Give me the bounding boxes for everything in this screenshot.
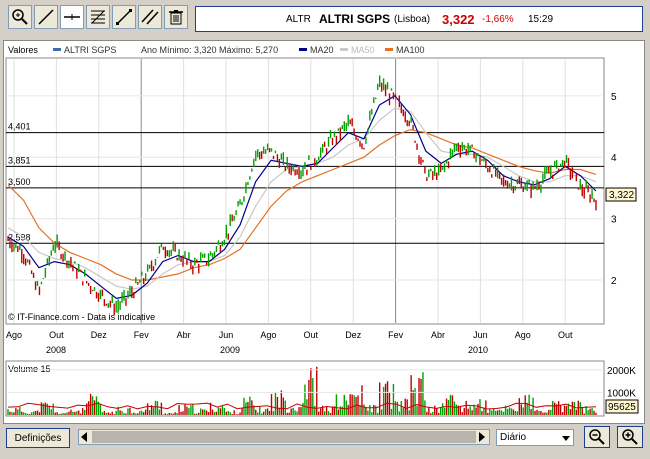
y-tick-label: 2 bbox=[611, 276, 617, 287]
volume-panel bbox=[5, 360, 605, 417]
line-tool-button[interactable] bbox=[34, 5, 58, 29]
period-select[interactable]: Diário bbox=[496, 429, 574, 446]
volume-tick-label: 1000K bbox=[607, 388, 636, 399]
x-tick-label: Jun bbox=[473, 330, 488, 340]
zoom-in-icon bbox=[622, 429, 638, 445]
volume-tick-label: 2000K bbox=[607, 366, 636, 377]
channel-tool-button[interactable] bbox=[138, 5, 162, 29]
trend-tool-button[interactable] bbox=[112, 5, 136, 29]
scroll-right-arrow[interactable] bbox=[479, 432, 485, 442]
x-tick-label: Ago bbox=[260, 330, 276, 340]
level-label: 3,851 bbox=[8, 155, 31, 165]
x-tick-label: Dez bbox=[91, 330, 108, 340]
quote-time: 15:29 bbox=[528, 13, 554, 25]
x-tick-label: Abr bbox=[431, 330, 445, 340]
magnifier-icon bbox=[12, 9, 28, 25]
legend-ma100-swatch bbox=[385, 48, 393, 51]
volume-average-line bbox=[7, 402, 597, 410]
legend-range-text: Ano Mínimo: 3,320 Máximo: 5,270 bbox=[141, 45, 278, 55]
zoom-out-button[interactable] bbox=[584, 426, 610, 448]
price-panel bbox=[5, 57, 605, 325]
quote-exchange: (Lisboa) bbox=[394, 13, 431, 25]
horizontal-line-tool-button[interactable] bbox=[60, 5, 84, 29]
x-tick-label: Out bbox=[49, 330, 64, 340]
scrollbar-thumb[interactable] bbox=[92, 431, 476, 443]
year-label: 2008 bbox=[46, 345, 66, 355]
level-label: 2,598 bbox=[8, 232, 31, 242]
watermark: © IT-Finance.com - Data is indicative bbox=[8, 312, 155, 322]
x-tick-label: Out bbox=[558, 330, 573, 340]
ma-line-ma100 bbox=[7, 128, 597, 281]
moving-average-lines bbox=[7, 95, 597, 300]
legend-series-swatch bbox=[53, 48, 61, 51]
last-price-box bbox=[605, 187, 637, 202]
quote-price: 3,322 bbox=[442, 11, 475, 27]
volume-bars bbox=[7, 366, 597, 415]
last-volume-box bbox=[605, 399, 639, 414]
volume-y-axis: 2000K 1000K bbox=[8, 366, 636, 399]
last-price-label: 3,322 bbox=[609, 190, 634, 201]
legend-ma50-swatch bbox=[340, 48, 348, 51]
quote-change: -1,66% bbox=[482, 13, 514, 25]
fibonacci-icon bbox=[91, 10, 105, 24]
legend-ma100: MA100 bbox=[396, 45, 425, 55]
x-tick-label: Fev bbox=[388, 330, 404, 340]
toolbar: ALTR ALTRI SGPS (Lisboa) 3,322 -1,66% 15… bbox=[0, 0, 650, 38]
horizontal-levels: 4,401 3,851 3,500 2,598 bbox=[6, 122, 604, 244]
y-tick-label: 5 bbox=[611, 92, 617, 103]
period-select-value: Diário bbox=[500, 432, 527, 443]
trend-line-icon bbox=[116, 9, 132, 25]
chart-area[interactable]: Valores ALTRI SGPS Ano Mínimo: 3,320 Máx… bbox=[3, 40, 645, 424]
parallel-lines-icon bbox=[141, 9, 159, 25]
last-volume-label: 95625 bbox=[608, 402, 636, 413]
ma-line-ma50 bbox=[7, 107, 597, 290]
level-label: 3,500 bbox=[8, 177, 31, 187]
x-tick-label: Out bbox=[304, 330, 319, 340]
year-label: 2009 bbox=[220, 345, 240, 355]
chart-svg: Valores ALTRI SGPS Ano Mínimo: 3,320 Máx… bbox=[5, 45, 639, 417]
volume-label: Volume 15 bbox=[8, 364, 51, 374]
date-x-axis: Ago Out Dez Fev Abr Jun Ago Out Dez Fev Abr Jun Ago O… bbox=[6, 330, 573, 355]
trash-icon bbox=[169, 10, 183, 25]
zoom-in-button[interactable] bbox=[617, 426, 643, 448]
y-tick-label: 4 bbox=[611, 153, 617, 164]
legend-ma20-swatch bbox=[299, 48, 307, 51]
chevron-down-icon bbox=[562, 436, 570, 441]
x-tick-label: Ago bbox=[6, 330, 22, 340]
zoom-tool-button[interactable] bbox=[8, 5, 32, 29]
fibonacci-tool-button[interactable] bbox=[86, 5, 110, 29]
x-tick-label: Ago bbox=[515, 330, 531, 340]
x-tick-label: Abr bbox=[177, 330, 191, 340]
level-label: 4,401 bbox=[8, 122, 31, 132]
legend-values-label: Valores bbox=[8, 45, 38, 55]
price-grid bbox=[8, 59, 602, 323]
year-label: 2010 bbox=[468, 345, 488, 355]
settings-button-label: Definições bbox=[14, 432, 62, 444]
quote-bar: ALTR ALTRI SGPS (Lisboa) 3,322 -1,66% 15… bbox=[195, 6, 643, 32]
legend-ma50: MA50 bbox=[351, 45, 375, 55]
ma-line-ma20 bbox=[7, 95, 597, 300]
diagonal-line-icon bbox=[38, 9, 54, 25]
settings-button[interactable]: Definições bbox=[6, 428, 70, 448]
x-tick-label: Dez bbox=[345, 330, 362, 340]
price-y-axis: 2 3 4 5 bbox=[611, 92, 617, 287]
scroll-left-arrow[interactable] bbox=[81, 432, 87, 442]
y-tick-label: 3 bbox=[611, 215, 617, 226]
x-tick-label: Fev bbox=[134, 330, 150, 340]
zoom-out-icon bbox=[589, 429, 605, 445]
legend-ma20: MA20 bbox=[310, 45, 334, 55]
horizontal-line-icon bbox=[64, 14, 80, 20]
quote-ticker: ALTR bbox=[286, 13, 311, 25]
price-bars bbox=[7, 75, 597, 316]
quote-name: ALTRI SGPS bbox=[319, 12, 391, 26]
legend-series-name: ALTRI SGPS bbox=[64, 45, 116, 55]
x-tick-label: Jun bbox=[219, 330, 234, 340]
delete-tool-button[interactable] bbox=[164, 5, 188, 29]
